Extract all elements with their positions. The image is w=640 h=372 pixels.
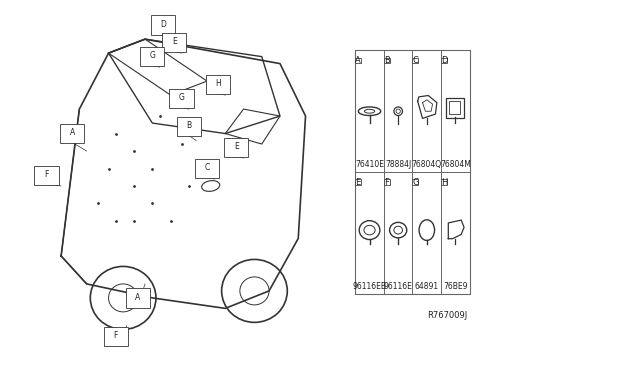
FancyBboxPatch shape	[177, 117, 201, 137]
Text: G: G	[412, 178, 419, 187]
FancyBboxPatch shape	[355, 58, 361, 63]
Text: 96116EB: 96116EB	[353, 282, 387, 291]
FancyBboxPatch shape	[355, 179, 361, 185]
Text: D: D	[161, 20, 166, 29]
Text: E: E	[234, 142, 239, 151]
Text: E: E	[355, 178, 361, 187]
Text: A: A	[69, 128, 75, 137]
FancyBboxPatch shape	[140, 47, 164, 67]
Text: D: D	[441, 56, 447, 65]
FancyBboxPatch shape	[445, 98, 464, 118]
Text: A: A	[355, 56, 361, 65]
FancyBboxPatch shape	[195, 159, 219, 178]
Text: F: F	[114, 331, 118, 340]
Text: 76410E: 76410E	[355, 160, 384, 169]
Text: 76BE9: 76BE9	[444, 282, 468, 291]
FancyBboxPatch shape	[206, 75, 230, 94]
FancyBboxPatch shape	[413, 179, 418, 185]
Text: A: A	[135, 293, 140, 302]
Text: R767009J: R767009J	[427, 311, 467, 320]
Text: 96116E: 96116E	[384, 282, 413, 291]
Text: 76804Q: 76804Q	[412, 160, 442, 169]
FancyBboxPatch shape	[125, 288, 150, 308]
FancyBboxPatch shape	[384, 179, 390, 185]
Text: G: G	[149, 51, 156, 60]
Text: C: C	[204, 163, 210, 172]
FancyBboxPatch shape	[355, 50, 470, 294]
Text: H: H	[215, 79, 221, 89]
Text: H: H	[441, 178, 447, 187]
Text: B: B	[384, 56, 390, 65]
FancyBboxPatch shape	[449, 101, 460, 114]
Text: B: B	[186, 121, 191, 130]
Text: 76804M: 76804M	[440, 160, 471, 169]
FancyBboxPatch shape	[170, 89, 193, 108]
FancyBboxPatch shape	[162, 33, 186, 52]
FancyBboxPatch shape	[60, 124, 84, 143]
FancyBboxPatch shape	[104, 327, 128, 346]
Text: 78884J: 78884J	[385, 160, 412, 169]
FancyBboxPatch shape	[413, 58, 418, 63]
Text: F: F	[44, 170, 49, 179]
Text: C: C	[412, 56, 419, 65]
FancyBboxPatch shape	[224, 138, 248, 157]
FancyBboxPatch shape	[384, 58, 390, 63]
Text: G: G	[179, 93, 184, 102]
FancyBboxPatch shape	[441, 58, 447, 63]
FancyBboxPatch shape	[35, 166, 59, 185]
Text: E: E	[172, 38, 177, 46]
Text: 64891: 64891	[415, 282, 439, 291]
FancyBboxPatch shape	[151, 15, 175, 35]
Text: F: F	[384, 178, 389, 187]
FancyBboxPatch shape	[441, 179, 447, 185]
